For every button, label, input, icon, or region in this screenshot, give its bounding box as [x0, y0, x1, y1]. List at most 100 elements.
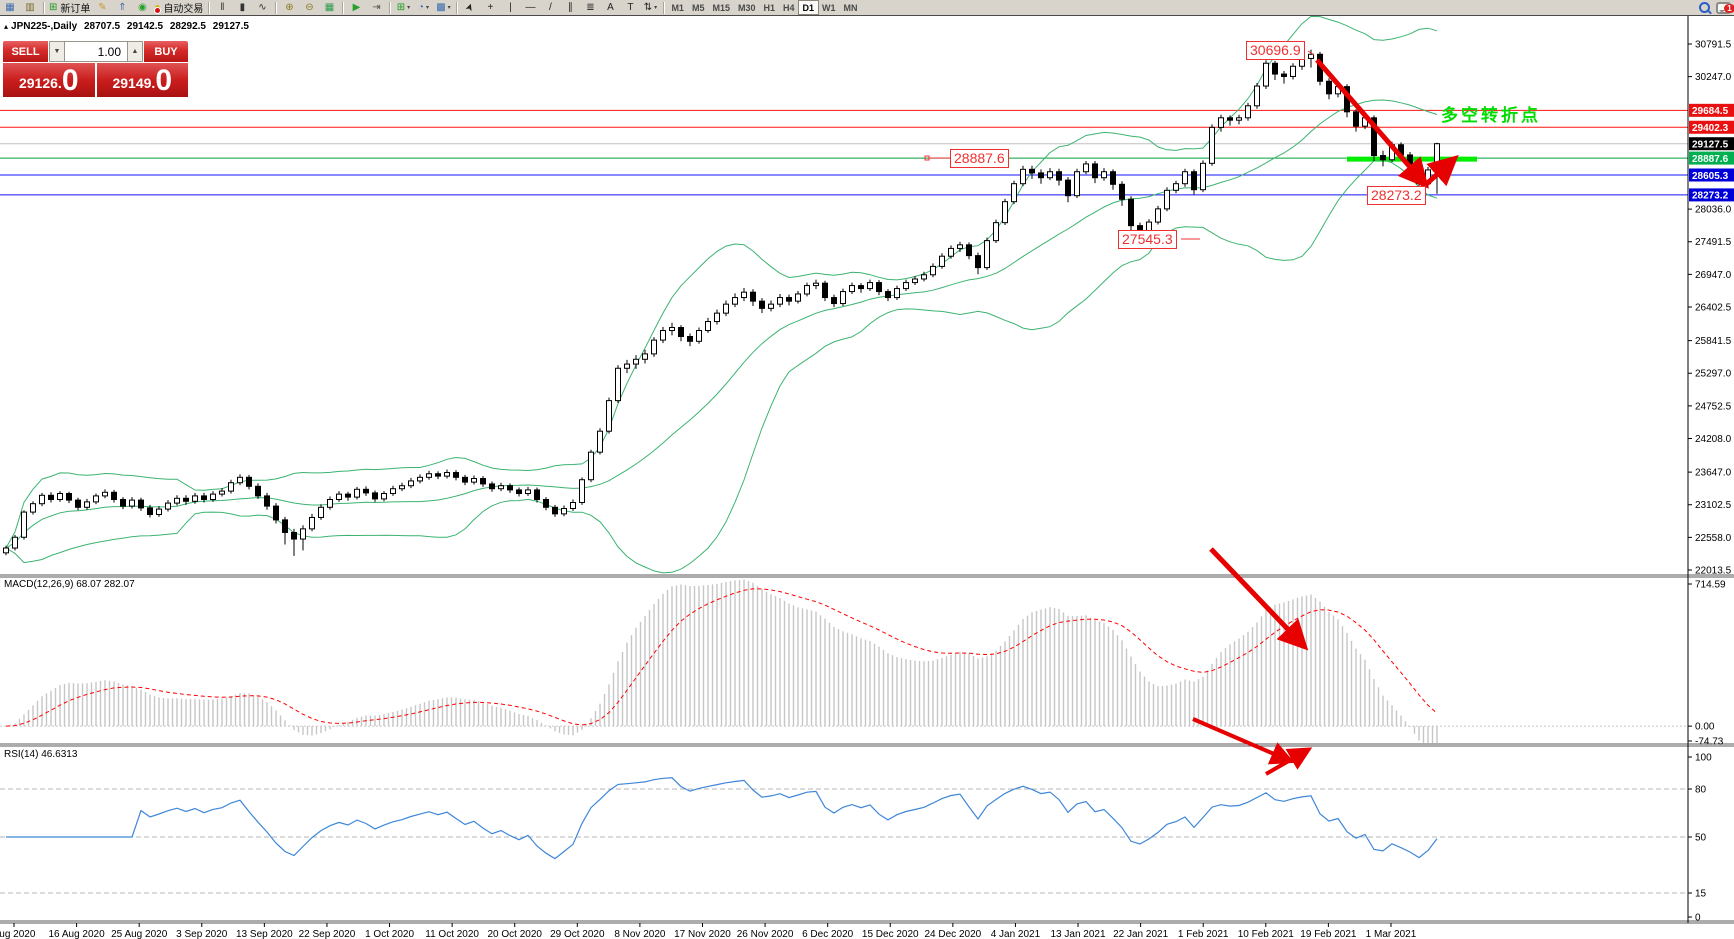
svg-text:Aug 2020: Aug 2020: [0, 929, 36, 939]
ohlc-close: 29127.5: [212, 21, 249, 32]
horizontal-line-button[interactable]: —: [521, 1, 539, 14]
crosshair-button[interactable]: +: [481, 1, 499, 14]
zoom-in-button[interactable]: ⊕: [280, 1, 298, 14]
zoom-in-icon: ⊕: [285, 2, 294, 13]
date-axis[interactable]: Aug 2020 16 Aug 2020 25 Aug 2020 3 Sep 2020…: [0, 923, 1417, 939]
buy-button[interactable]: BUY: [144, 41, 188, 62]
rsi-trend-arrow: [1265, 747, 1313, 776]
bar-chart-icon: ‖: [220, 2, 225, 13]
search-icon[interactable]: [1699, 2, 1710, 13]
macd-signal-line: [5, 588, 1438, 727]
text-button[interactable]: A: [601, 1, 619, 14]
timeframe-button-m30[interactable]: M30: [737, 2, 756, 13]
new-chart-button[interactable]: ▦: [1, 1, 19, 14]
svg-text:22 Sep 2020: 22 Sep 2020: [299, 929, 356, 939]
chart-shift-button[interactable]: ⇥: [367, 1, 385, 14]
indicators-button[interactable]: ⊞ ▾: [394, 1, 412, 14]
svg-text:22013.5: 22013.5: [1695, 566, 1732, 577]
new-order-label: 新订单: [60, 4, 91, 15]
metaeditor-button[interactable]: ✎: [93, 1, 111, 14]
channel-icon: ∥: [567, 2, 573, 13]
timeframe-button-h4[interactable]: H4: [783, 2, 795, 13]
toolbar-separator: [342, 1, 344, 14]
price-axis[interactable]: 30791.5 30247.0 28036.0 27491.5 26947.0 26402…: [1687, 16, 1734, 923]
tile-windows-button[interactable]: ▦: [320, 1, 338, 14]
timeframe-button-m5[interactable]: M5: [691, 2, 705, 13]
sell-button[interactable]: SELL: [3, 41, 48, 62]
arrows-button[interactable]: ⇅ ▾: [641, 1, 659, 14]
publish-button[interactable]: ⇑: [113, 1, 131, 14]
new-chart-icon: ▦: [5, 2, 15, 13]
svg-text:28273.2: 28273.2: [1692, 191, 1729, 202]
line-chart-button[interactable]: ∿: [253, 1, 271, 14]
line-chart-icon: ∿: [258, 2, 267, 13]
svg-text:17 Nov 2020: 17 Nov 2020: [674, 929, 731, 939]
svg-text:4 Jan 2021: 4 Jan 2021: [991, 929, 1041, 939]
candlestick-chart-button[interactable]: ▮: [233, 1, 251, 14]
svg-text:25 Aug 2020: 25 Aug 2020: [111, 929, 168, 939]
trendline-button[interactable]: /: [541, 1, 559, 14]
svg-text:25297.0: 25297.0: [1695, 369, 1732, 380]
templates-button[interactable]: ▩ ▾: [434, 1, 452, 14]
periods-icon: ◔: [417, 2, 424, 13]
timeframe-button-d1[interactable]: D1: [797, 0, 820, 15]
text-label-button[interactable]: T: [621, 1, 639, 14]
chat-icon[interactable]: 1: [1716, 1, 1734, 14]
periods-button[interactable]: ◔ ▾: [414, 1, 432, 14]
text-label-icon: T: [627, 2, 634, 13]
rsi-panel[interactable]: 100 80 50 15 0: [0, 717, 1712, 924]
ohlc-open: 28707.5: [83, 21, 121, 32]
svg-text:16 Aug 2020: 16 Aug 2020: [49, 929, 106, 939]
toolbar-separator: [208, 1, 210, 14]
toolbar-separator: [663, 1, 665, 14]
signals-button[interactable]: ◉: [133, 1, 151, 14]
timeframe-button-m1[interactable]: M1: [671, 2, 684, 13]
symbol-title: ▴ JPN225-,Daily 28707.5 29142.5 28292.5 2…: [4, 21, 253, 32]
fibonacci-icon: ≣: [586, 2, 595, 13]
svg-text:10 Feb 2021: 10 Feb 2021: [1238, 929, 1295, 939]
cursor-button[interactable]: ➤: [461, 1, 479, 14]
svg-text:28887.6: 28887.6: [1692, 154, 1729, 165]
volume-input[interactable]: 1.00: [65, 41, 127, 62]
timeframe-button-m15[interactable]: M15: [712, 2, 730, 13]
horizontal-line-icon: —: [525, 2, 536, 13]
timeframe-button-h1[interactable]: H1: [763, 2, 776, 13]
fibonacci-button[interactable]: ≣: [581, 1, 599, 14]
trend-arrow: [1315, 58, 1429, 189]
svg-text:6 Dec 2020: 6 Dec 2020: [802, 929, 854, 939]
price-axis-badge: [1689, 120, 1734, 134]
svg-text:23647.0: 23647.0: [1695, 468, 1732, 479]
sell-price-button[interactable]: 29126. 0: [3, 63, 95, 97]
autotrading-button[interactable]: ● 自动交易: [153, 1, 204, 15]
templates-icon: ▩: [436, 2, 446, 13]
buy-price-button[interactable]: 29149. 0: [96, 63, 188, 97]
bollinger-bands: [5, 15, 1438, 574]
profiles-button[interactable]: ▥: [21, 1, 39, 14]
new-order-button[interactable]: ⊞ 新订单: [48, 1, 91, 15]
svg-text:22558.0: 22558.0: [1695, 533, 1732, 544]
svg-text:8 Nov 2020: 8 Nov 2020: [614, 929, 666, 939]
price-axis-badge: [1689, 151, 1734, 165]
price-annotation: 28273.2: [1367, 186, 1426, 205]
channel-button[interactable]: ∥: [561, 1, 579, 14]
svg-text:26402.5: 26402.5: [1695, 303, 1732, 314]
vertical-line-button[interactable]: |: [501, 1, 519, 14]
svg-text:1 Feb 2021: 1 Feb 2021: [1178, 929, 1229, 939]
bar-chart-button[interactable]: ‖: [213, 1, 231, 14]
price-annotation: 30696.9: [1246, 41, 1305, 60]
timeframe-button-mn[interactable]: MN: [843, 2, 858, 13]
svg-text:30247.0: 30247.0: [1695, 72, 1732, 83]
toolbar-separator: [43, 1, 44, 14]
svg-text:1 Mar 2021: 1 Mar 2021: [1366, 929, 1417, 939]
one-click-trading-panel: SELL ▼ 1.00 ▲ BUY 29126. 0 29149. 0: [3, 41, 188, 97]
zoom-out-button[interactable]: ⊖: [300, 1, 318, 14]
auto-scroll-button[interactable]: ▶: [347, 1, 365, 14]
macd-panel[interactable]: 714.59 0.00 -74.73: [0, 547, 1726, 748]
profiles-icon: ▥: [25, 2, 35, 13]
volume-increase-button[interactable]: ▲: [127, 41, 143, 62]
collapse-trade-panel-icon[interactable]: ▴: [4, 22, 9, 31]
svg-text:25841.5: 25841.5: [1695, 336, 1732, 347]
timeframe-button-w1[interactable]: W1: [822, 2, 836, 13]
volume-decrease-button[interactable]: ▼: [49, 41, 65, 62]
